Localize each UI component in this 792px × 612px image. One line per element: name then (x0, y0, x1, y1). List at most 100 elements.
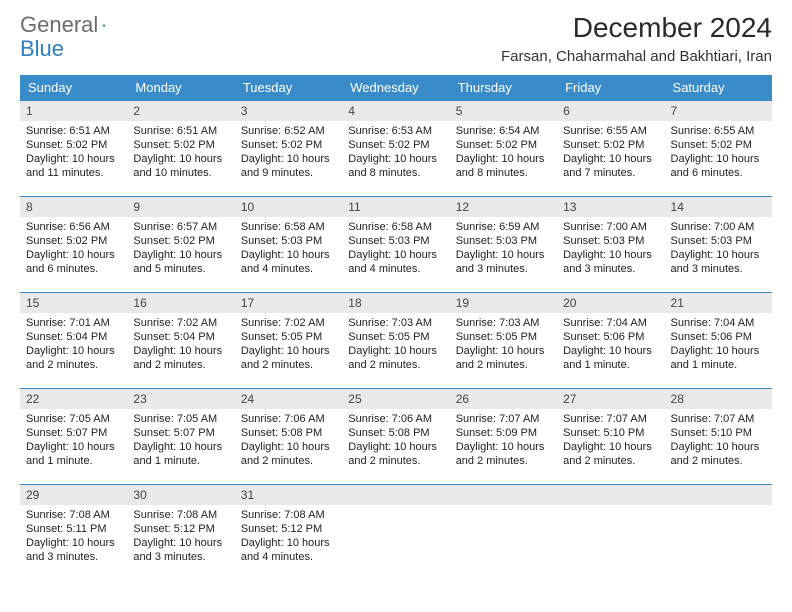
daylight-text: Daylight: 10 hours and 3 minutes. (26, 536, 121, 564)
day-number-empty (557, 485, 664, 505)
month-title: December 2024 (501, 12, 772, 44)
daylight-text: Daylight: 10 hours and 3 minutes. (133, 536, 228, 564)
sunset-text: Sunset: 5:04 PM (26, 330, 121, 344)
daylight-text: Daylight: 10 hours and 4 minutes. (241, 536, 336, 564)
sunrise-text: Sunrise: 7:02 AM (133, 316, 228, 330)
daylight-text: Daylight: 10 hours and 1 minute. (133, 440, 228, 468)
sunset-text: Sunset: 5:06 PM (671, 330, 766, 344)
sunrise-text: Sunrise: 6:51 AM (133, 124, 228, 138)
day-number: 4 (342, 101, 449, 121)
sunset-text: Sunset: 5:05 PM (348, 330, 443, 344)
logo-triangle-icon (102, 17, 106, 33)
day-header: Monday (127, 75, 234, 101)
sunrise-text: Sunrise: 6:58 AM (348, 220, 443, 234)
sunset-text: Sunset: 5:08 PM (348, 426, 443, 440)
calendar-day-cell: 12Sunrise: 6:59 AMSunset: 5:03 PMDayligh… (450, 197, 557, 293)
daylight-text: Daylight: 10 hours and 5 minutes. (133, 248, 228, 276)
calendar-day-cell: 11Sunrise: 6:58 AMSunset: 5:03 PMDayligh… (342, 197, 449, 293)
daylight-text: Daylight: 10 hours and 2 minutes. (241, 440, 336, 468)
daylight-text: Daylight: 10 hours and 2 minutes. (348, 344, 443, 372)
sunset-text: Sunset: 5:10 PM (671, 426, 766, 440)
day-number: 25 (342, 389, 449, 409)
day-number: 21 (665, 293, 772, 313)
calendar-day-cell: 31Sunrise: 7:08 AMSunset: 5:12 PMDayligh… (235, 485, 342, 581)
day-number: 19 (450, 293, 557, 313)
sunset-text: Sunset: 5:02 PM (133, 138, 228, 152)
day-number: 16 (127, 293, 234, 313)
sunrise-text: Sunrise: 7:08 AM (241, 508, 336, 522)
sunrise-text: Sunrise: 7:05 AM (26, 412, 121, 426)
sunset-text: Sunset: 5:08 PM (241, 426, 336, 440)
calendar-day-cell: 14Sunrise: 7:00 AMSunset: 5:03 PMDayligh… (665, 197, 772, 293)
sunset-text: Sunset: 5:12 PM (133, 522, 228, 536)
calendar-day-cell (342, 485, 449, 581)
calendar-day-cell: 17Sunrise: 7:02 AMSunset: 5:05 PMDayligh… (235, 293, 342, 389)
sunset-text: Sunset: 5:03 PM (671, 234, 766, 248)
calendar-day-cell: 25Sunrise: 7:06 AMSunset: 5:08 PMDayligh… (342, 389, 449, 485)
daylight-text: Daylight: 10 hours and 7 minutes. (563, 152, 658, 180)
day-number-empty (665, 485, 772, 505)
sunset-text: Sunset: 5:02 PM (348, 138, 443, 152)
calendar-table: Sunday Monday Tuesday Wednesday Thursday… (20, 75, 772, 581)
page-header: General December 2024 Farsan, Chaharmaha… (20, 12, 772, 65)
sunset-text: Sunset: 5:04 PM (133, 330, 228, 344)
daylight-text: Daylight: 10 hours and 4 minutes. (241, 248, 336, 276)
sunset-text: Sunset: 5:07 PM (133, 426, 228, 440)
calendar-day-cell: 28Sunrise: 7:07 AMSunset: 5:10 PMDayligh… (665, 389, 772, 485)
sunset-text: Sunset: 5:05 PM (456, 330, 551, 344)
day-number: 17 (235, 293, 342, 313)
day-number: 1 (20, 101, 127, 121)
sunrise-text: Sunrise: 6:57 AM (133, 220, 228, 234)
daylight-text: Daylight: 10 hours and 8 minutes. (456, 152, 551, 180)
day-header: Wednesday (342, 75, 449, 101)
sunset-text: Sunset: 5:03 PM (348, 234, 443, 248)
sunset-text: Sunset: 5:05 PM (241, 330, 336, 344)
title-block: December 2024 Farsan, Chaharmahal and Ba… (501, 12, 772, 65)
sunset-text: Sunset: 5:03 PM (563, 234, 658, 248)
sunrise-text: Sunrise: 7:07 AM (456, 412, 551, 426)
day-number: 6 (557, 101, 664, 121)
logo-text-general: General (20, 12, 98, 38)
daylight-text: Daylight: 10 hours and 2 minutes. (241, 344, 336, 372)
sunset-text: Sunset: 5:02 PM (133, 234, 228, 248)
calendar-day-cell (557, 485, 664, 581)
sunset-text: Sunset: 5:02 PM (26, 234, 121, 248)
daylight-text: Daylight: 10 hours and 2 minutes. (133, 344, 228, 372)
daylight-text: Daylight: 10 hours and 9 minutes. (241, 152, 336, 180)
daylight-text: Daylight: 10 hours and 6 minutes. (671, 152, 766, 180)
day-number: 23 (127, 389, 234, 409)
day-header: Friday (557, 75, 664, 101)
calendar-day-cell: 5Sunrise: 6:54 AMSunset: 5:02 PMDaylight… (450, 101, 557, 197)
sunrise-text: Sunrise: 6:59 AM (456, 220, 551, 234)
calendar-day-cell: 15Sunrise: 7:01 AMSunset: 5:04 PMDayligh… (20, 293, 127, 389)
sunrise-text: Sunrise: 7:06 AM (348, 412, 443, 426)
daylight-text: Daylight: 10 hours and 3 minutes. (456, 248, 551, 276)
sunrise-text: Sunrise: 6:58 AM (241, 220, 336, 234)
day-number: 31 (235, 485, 342, 505)
sunrise-text: Sunrise: 7:07 AM (563, 412, 658, 426)
logo-text-blue: Blue (20, 36, 64, 61)
calendar-day-cell: 21Sunrise: 7:04 AMSunset: 5:06 PMDayligh… (665, 293, 772, 389)
sunrise-text: Sunrise: 6:53 AM (348, 124, 443, 138)
sunrise-text: Sunrise: 7:04 AM (563, 316, 658, 330)
sunset-text: Sunset: 5:10 PM (563, 426, 658, 440)
sunrise-text: Sunrise: 7:08 AM (133, 508, 228, 522)
daylight-text: Daylight: 10 hours and 2 minutes. (456, 440, 551, 468)
day-header: Sunday (20, 75, 127, 101)
sunrise-text: Sunrise: 7:05 AM (133, 412, 228, 426)
calendar-day-cell: 27Sunrise: 7:07 AMSunset: 5:10 PMDayligh… (557, 389, 664, 485)
calendar-body: 1Sunrise: 6:51 AMSunset: 5:02 PMDaylight… (20, 101, 772, 581)
sunset-text: Sunset: 5:02 PM (26, 138, 121, 152)
day-number: 10 (235, 197, 342, 217)
daylight-text: Daylight: 10 hours and 2 minutes. (456, 344, 551, 372)
day-header: Saturday (665, 75, 772, 101)
calendar-day-cell: 20Sunrise: 7:04 AMSunset: 5:06 PMDayligh… (557, 293, 664, 389)
daylight-text: Daylight: 10 hours and 11 minutes. (26, 152, 121, 180)
calendar-day-cell (665, 485, 772, 581)
sunrise-text: Sunrise: 6:56 AM (26, 220, 121, 234)
calendar-day-cell: 13Sunrise: 7:00 AMSunset: 5:03 PMDayligh… (557, 197, 664, 293)
calendar-day-cell: 18Sunrise: 7:03 AMSunset: 5:05 PMDayligh… (342, 293, 449, 389)
day-number: 28 (665, 389, 772, 409)
daylight-text: Daylight: 10 hours and 10 minutes. (133, 152, 228, 180)
daylight-text: Daylight: 10 hours and 2 minutes. (563, 440, 658, 468)
